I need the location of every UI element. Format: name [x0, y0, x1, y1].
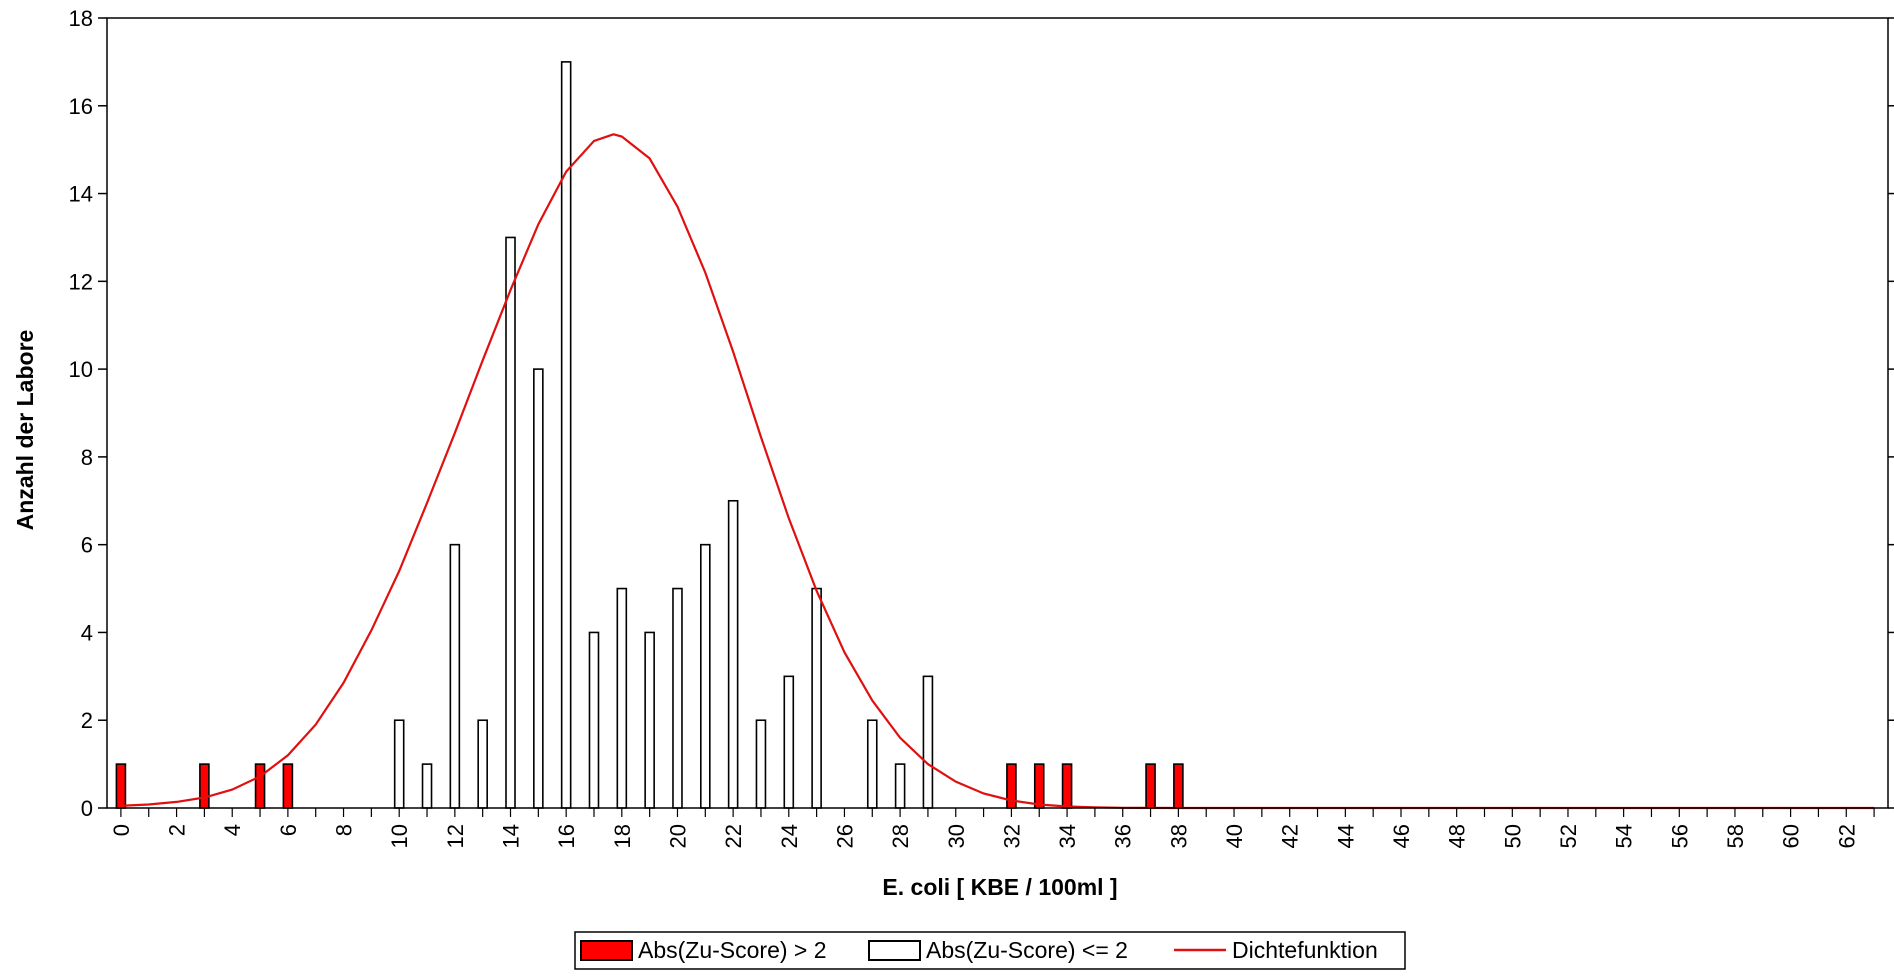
- bar-zu-score-below-2: [393, 719, 405, 809]
- x-tick-label: 60: [1779, 824, 1804, 848]
- x-tick-label: 2: [165, 824, 190, 836]
- bar-zu-score-below-2: [421, 763, 433, 809]
- x-tick-label: 48: [1445, 824, 1470, 848]
- bar-zu-score-below-2: [449, 543, 461, 809]
- bar-zu-score-above-2: [1033, 763, 1045, 809]
- x-tick-label: 28: [888, 824, 913, 848]
- y-tick-label: 0: [81, 796, 93, 821]
- bar-zu-score-below-2: [755, 719, 767, 809]
- x-tick-label: 12: [443, 824, 468, 848]
- bar-zu-score-below-2: [922, 675, 934, 809]
- legend-box: [574, 931, 1406, 970]
- x-tick-label: 46: [1389, 824, 1414, 848]
- x-tick-label: 34: [1055, 824, 1080, 848]
- density-curve: [120, 133, 1875, 810]
- x-tick-label: 40: [1222, 824, 1247, 848]
- bar-zu-score-above-2: [1145, 763, 1156, 809]
- x-tick-label: 10: [387, 824, 412, 848]
- x-tick-label: 54: [1612, 824, 1637, 848]
- x-tick-label: 0: [109, 824, 134, 836]
- bar-zu-score-below-2: [505, 236, 516, 809]
- bar-zu-score-above-2: [282, 763, 294, 809]
- bar-zu-score-below-2: [533, 368, 544, 809]
- y-tick-label: 12: [69, 269, 93, 294]
- bar-zu-score-below-2: [783, 675, 795, 809]
- y-tick-label: 8: [81, 445, 93, 470]
- bar-zu-score-below-2: [700, 543, 711, 809]
- x-tick-label: 16: [554, 824, 579, 848]
- y-tick-label: 6: [81, 533, 93, 558]
- y-tick-label: 4: [81, 620, 93, 645]
- x-tick-label: 62: [1834, 824, 1859, 848]
- y-tick-label: 10: [69, 357, 93, 382]
- y-tick-label: 18: [69, 6, 93, 31]
- x-tick-label: 50: [1500, 824, 1525, 848]
- x-tick-label: 58: [1723, 824, 1748, 848]
- bar-zu-score-below-2: [866, 719, 878, 809]
- x-tick-label: 4: [220, 824, 245, 836]
- bar-zu-score-above-2: [199, 763, 210, 809]
- x-tick-label: 44: [1333, 824, 1358, 848]
- x-tick-label: 6: [276, 824, 301, 836]
- legend-label-red-bars: Abs(Zu-Score) > 2: [638, 937, 827, 963]
- y-tick-label: 14: [69, 182, 93, 207]
- bar-zu-score-below-2: [477, 719, 488, 809]
- legend-label-density-line: Dichtefunktion: [1232, 937, 1378, 963]
- x-tick-label: 42: [1278, 824, 1303, 848]
- legend-swatch-red-bars: [580, 940, 633, 961]
- x-tick-label: 38: [1166, 824, 1191, 848]
- bar-zu-score-above-2: [1061, 763, 1073, 809]
- bar-zu-score-below-2: [727, 499, 739, 809]
- x-tick-label: 20: [665, 824, 690, 848]
- x-tick-label: 14: [499, 824, 524, 848]
- x-axis-title: E. coli [ KBE / 100ml ]: [882, 874, 1117, 900]
- legend: Abs(Zu-Score) > 2 Abs(Zu-Score) <= 2 Dic…: [574, 931, 1406, 970]
- x-tick-label: 56: [1667, 824, 1692, 848]
- x-tick-label: 26: [832, 824, 857, 848]
- x-tick-label: 36: [1111, 824, 1136, 848]
- bar-zu-score-below-2: [672, 587, 683, 809]
- y-tick-label: 16: [69, 94, 93, 119]
- bar-zu-score-above-2: [254, 763, 266, 809]
- x-tick-label: 24: [777, 824, 802, 848]
- legend-swatch-white-bars: [868, 940, 921, 961]
- bar-zu-score-below-2: [588, 631, 600, 809]
- x-tick-label: 32: [999, 824, 1024, 848]
- bar-zu-score-below-2: [644, 631, 655, 809]
- bar-zu-score-above-2: [115, 763, 127, 809]
- y-axis-title: Anzahl der Labore: [12, 330, 38, 531]
- x-tick-label: 22: [721, 824, 746, 848]
- bar-zu-score-below-2: [811, 587, 822, 809]
- x-tick-label: 30: [944, 824, 969, 848]
- bar-zu-score-below-2: [894, 763, 906, 809]
- legend-label-white-bars: Abs(Zu-Score) <= 2: [926, 937, 1128, 963]
- y-tick-label: 2: [81, 708, 93, 733]
- x-tick-label: 18: [610, 824, 635, 848]
- x-tick-label: 52: [1556, 824, 1581, 848]
- bar-zu-score-below-2: [616, 587, 628, 809]
- bar-zu-score-above-2: [1173, 763, 1184, 809]
- plot-area-frame: [106, 17, 1889, 809]
- x-tick-label: 8: [332, 824, 357, 836]
